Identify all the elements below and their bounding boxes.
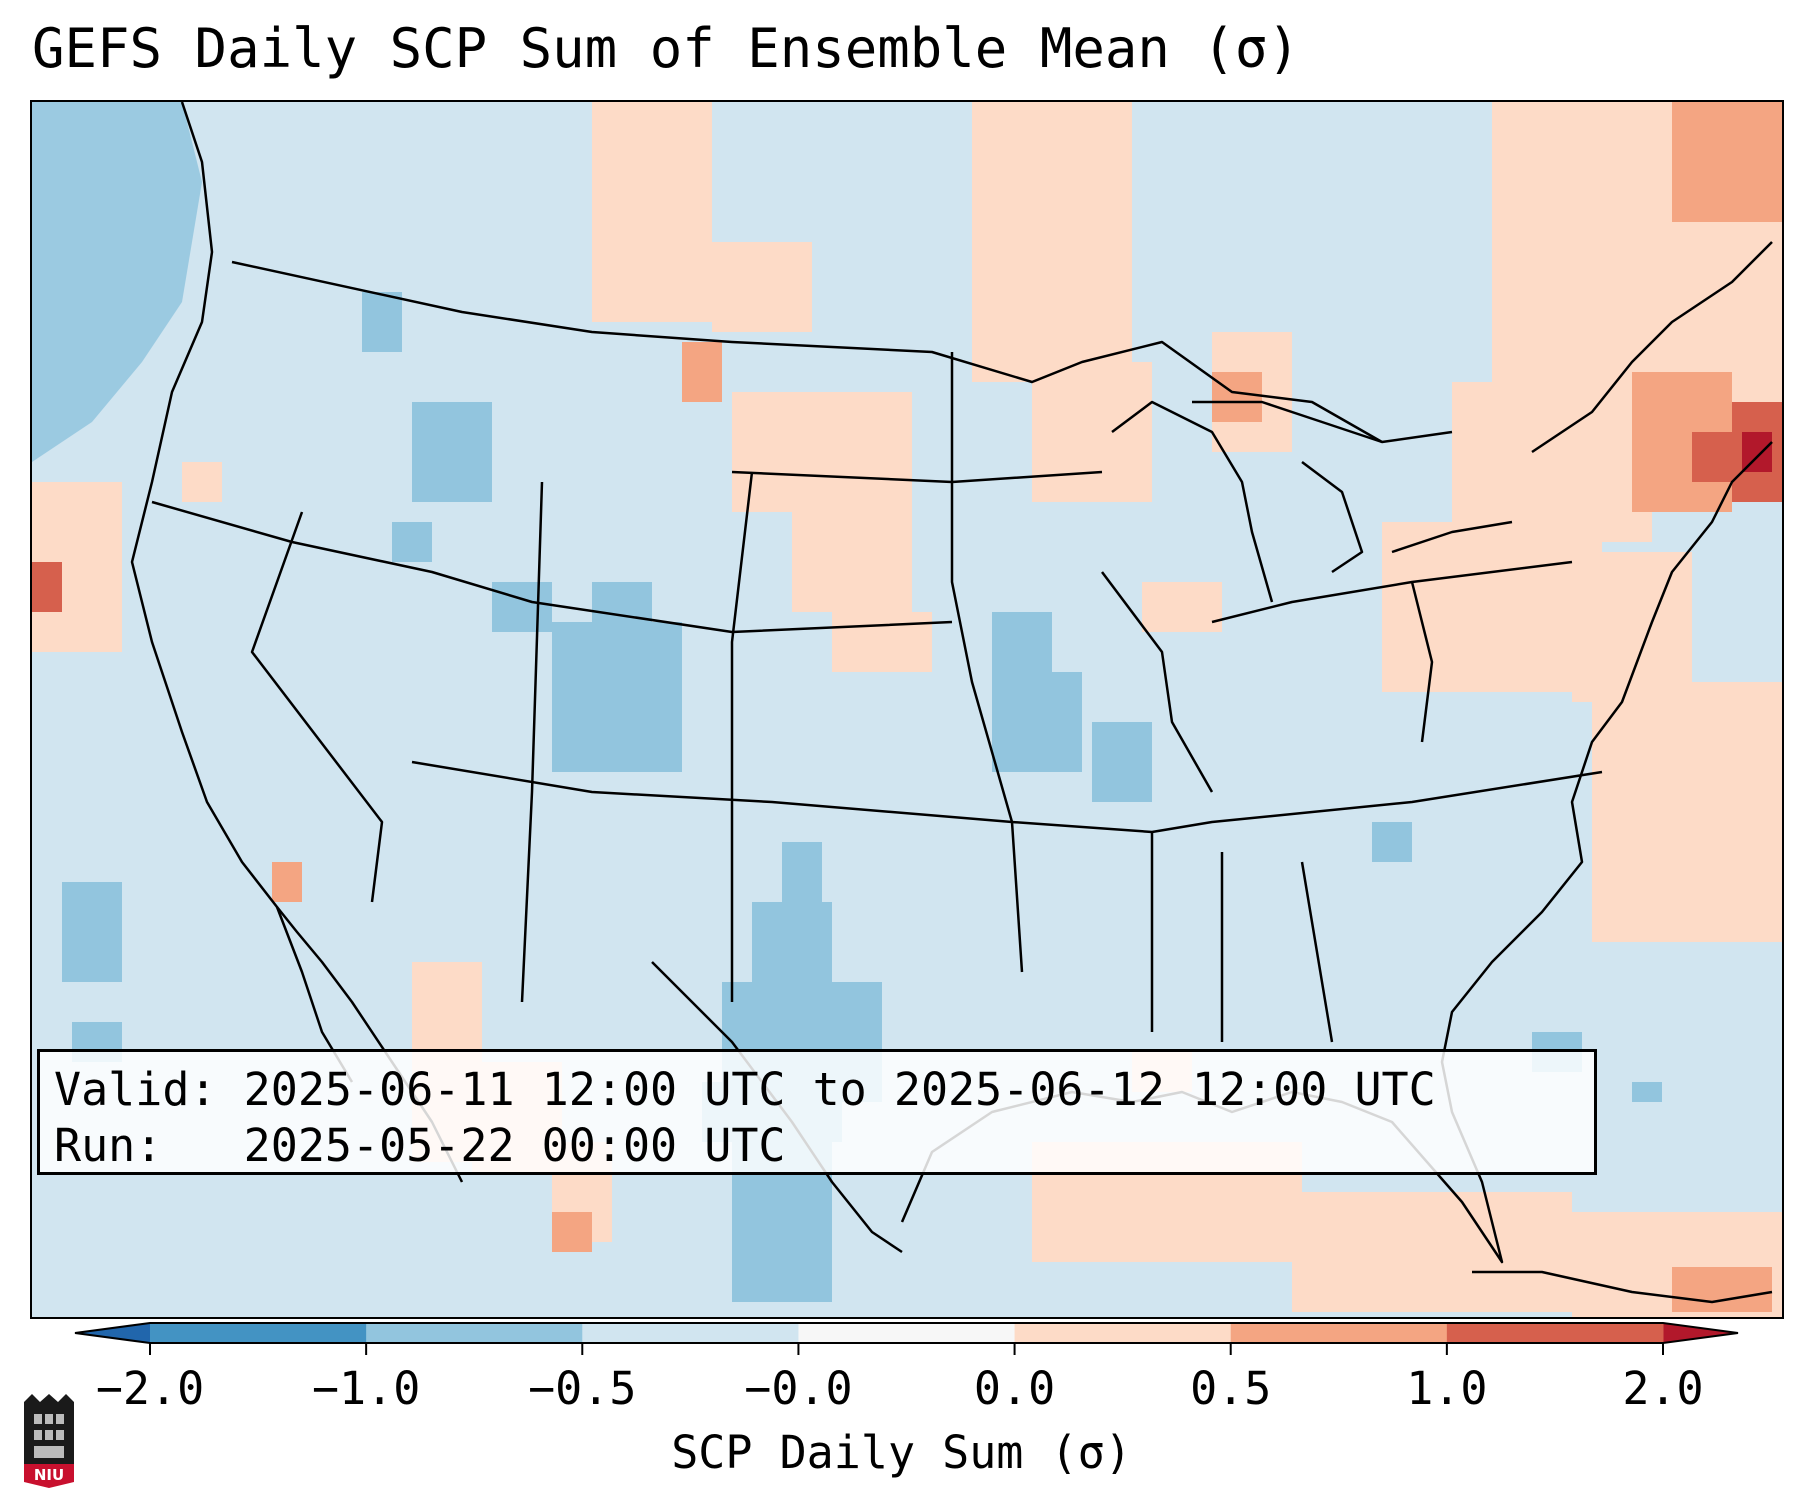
colorbar-segment (1230, 1323, 1448, 1343)
cuba-coast (1472, 1270, 1773, 1304)
lake-superior (1192, 400, 1453, 444)
colorbar-tick-label: −2.0 (95, 1362, 205, 1415)
west-coastline (130, 102, 464, 1183)
colorbar-segment (1446, 1323, 1664, 1343)
state-line-4 (730, 471, 754, 1002)
lake-huron (1301, 461, 1364, 574)
colorbar-tick-label: 2.0 (1622, 1362, 1704, 1415)
colorbar-tick-label: 0.5 (1190, 1362, 1272, 1415)
map-title: GEFS Daily SCP Sum of Ensemble Mean (σ) (32, 17, 1300, 80)
state-line-2 (411, 760, 1013, 824)
colorbar-extend-high (1663, 1323, 1738, 1343)
state-line-7 (1011, 770, 1603, 834)
lake-michigan (1111, 400, 1274, 603)
colorbar-tick-label: −0.5 (528, 1362, 637, 1415)
colorbar-segment (798, 1323, 1016, 1343)
moderate-positive-patches (272, 102, 1782, 1312)
state-line-12 (1410, 581, 1434, 743)
run-value: 2025-05-22 00:00 UTC (243, 1119, 786, 1172)
state-line-1 (151, 500, 953, 634)
nevada-border (250, 511, 384, 903)
state-line-3 (520, 481, 544, 1003)
colorbar-segment (1014, 1323, 1232, 1343)
colorbar-tick-label: −0.0 (744, 1362, 853, 1415)
logo-shield (24, 1464, 74, 1488)
colorbar-extend-low (75, 1323, 150, 1343)
north-border (231, 260, 1383, 444)
colorbar-tick-label: 0.0 (973, 1362, 1056, 1415)
lake-erie (1391, 520, 1513, 554)
st-lawrence (1531, 241, 1773, 454)
colorbar-outline (74, 1322, 1739, 1344)
logo-text: NIU (33, 1466, 65, 1484)
valid-run-info-box: Valid: 2025-06-11 12:00 UTC to 2025-06-1… (37, 1049, 1597, 1175)
state-line-11 (1211, 560, 1573, 624)
valid-label: Valid: (54, 1063, 217, 1116)
colorbar-label: SCP Daily Sum (σ) (671, 1426, 1132, 1479)
niu-logo-icon (24, 1394, 74, 1488)
valid-value: 2025-06-11 12:00 UTC to 2025-06-12 12:00… (243, 1063, 1436, 1116)
colorbar-tick-label: 1.0 (1406, 1362, 1488, 1415)
state-line-5 (950, 352, 1024, 973)
colorbar-segment (582, 1323, 799, 1343)
state-line-6 (731, 470, 1103, 484)
colorbar-tick-label: −1.0 (311, 1362, 421, 1415)
colorbar-segment (366, 1323, 583, 1343)
state-line-10 (1300, 861, 1334, 1043)
run-label: Run: (54, 1119, 163, 1172)
pacific-negative-region (32, 102, 202, 462)
mississippi-river (1101, 571, 1214, 793)
niu-logo: NIU (20, 1392, 78, 1488)
colorbar-segment (150, 1323, 367, 1343)
